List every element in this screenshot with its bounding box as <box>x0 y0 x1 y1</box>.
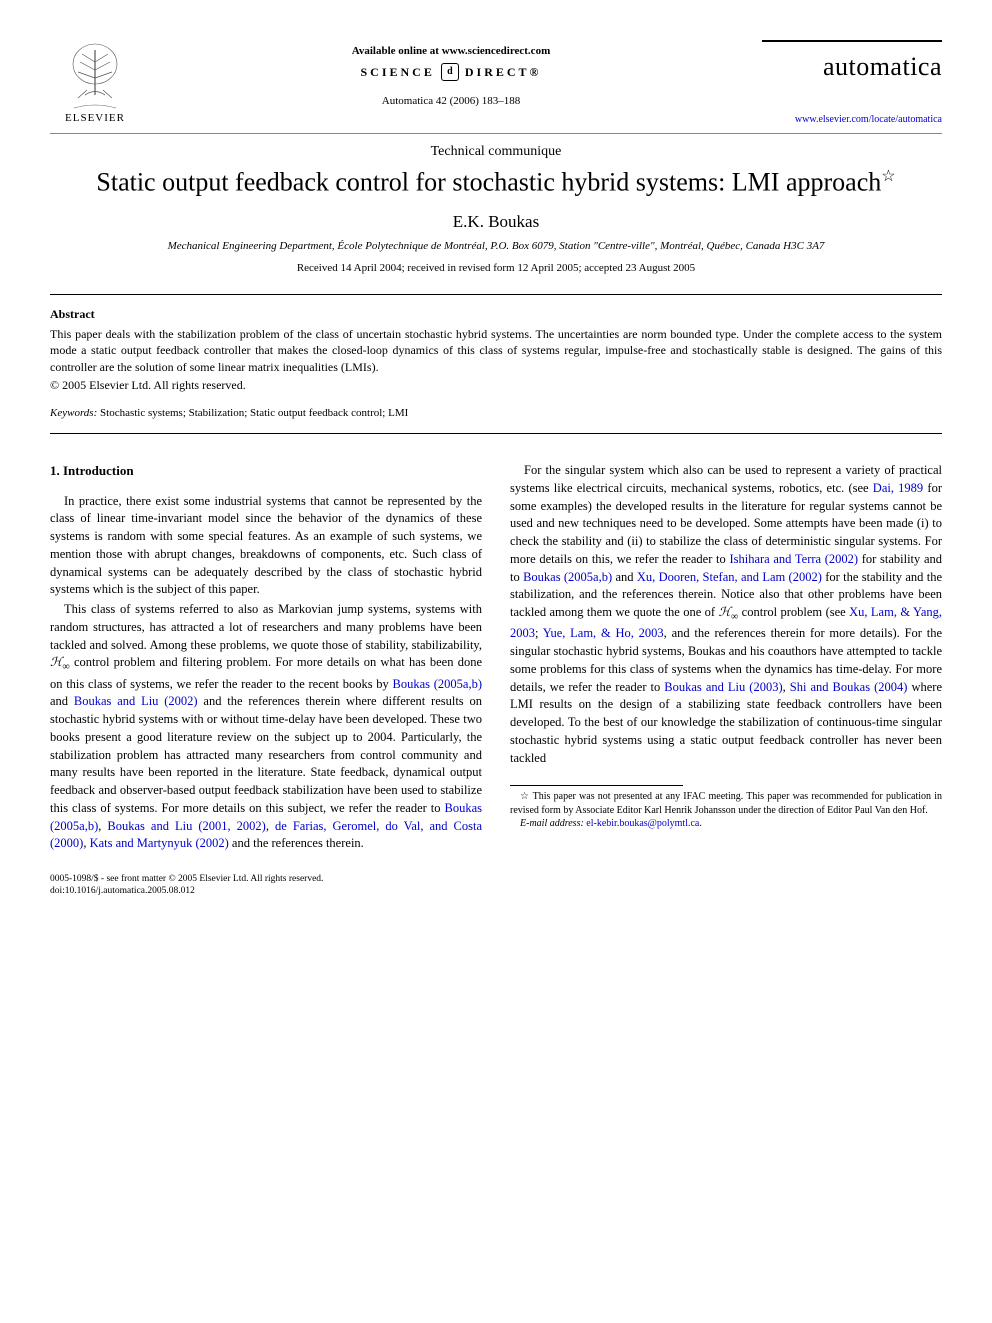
paragraph: In practice, there exist some industrial… <box>50 493 482 600</box>
footnote-divider <box>510 785 683 786</box>
abstract-text: This paper deals with the stabilization … <box>50 326 942 376</box>
article-type: Technical communique <box>50 144 942 160</box>
paragraph: This class of systems referred to also a… <box>50 601 482 853</box>
footer-doi: doi:10.1016/j.automatica.2005.08.012 <box>50 885 942 897</box>
affiliation: Mechanical Engineering Department, École… <box>50 240 942 252</box>
copyright-line: © 2005 Elsevier Ltd. All rights reserved… <box>50 378 942 393</box>
citation-link[interactable]: Boukas and Liu (2003) <box>664 680 782 694</box>
citation-link[interactable]: Boukas (2005a,b) <box>393 677 482 691</box>
divider <box>50 294 942 295</box>
footnote-email: E-mail address: el-kebir.boukas@polymtl.… <box>510 817 942 831</box>
divider <box>50 133 942 134</box>
journal-box: automatica www.elsevier.com/locate/autom… <box>762 40 942 125</box>
section-heading: 1. Introduction <box>50 462 482 480</box>
keywords: Keywords: Stochastic systems; Stabilizat… <box>50 407 942 419</box>
article-title: Static output feedback control for stoch… <box>50 166 942 198</box>
citation-link[interactable]: Kats and Martynyuk (2002) <box>90 836 229 850</box>
available-online-text: Available online at www.sciencedirect.co… <box>140 45 762 57</box>
keywords-text: Stochastic systems; Stabilization; Stati… <box>97 407 408 419</box>
citation-link[interactable]: Boukas and Liu (2002) <box>74 694 198 708</box>
author-name: E.K. Boukas <box>50 212 942 232</box>
science-direct-logo: SCIENCE d DIRECT® <box>140 63 762 81</box>
footnote-text: ☆ This paper was not presented at any IF… <box>510 790 942 817</box>
footer-copyright: 0005-1098/$ - see front matter © 2005 El… <box>50 873 942 885</box>
abstract-heading: Abstract <box>50 307 942 322</box>
publisher-name: ELSEVIER <box>65 112 125 124</box>
sd-right: DIRECT® <box>465 65 542 80</box>
citation-link[interactable]: Shi and Boukas (2004) <box>790 680 908 694</box>
paragraph: For the singular system which also can b… <box>510 462 942 767</box>
footnote-block: ☆ This paper was not presented at any IF… <box>510 785 942 831</box>
center-header: Available online at www.sciencedirect.co… <box>140 40 762 107</box>
citation-link[interactable]: Boukas and Liu (2001, 2002) <box>107 819 265 833</box>
citation-link[interactable]: Yue, Lam, & Ho, 2003 <box>543 626 664 640</box>
sd-icon: d <box>441 63 459 81</box>
citation-link[interactable]: Xu, Dooren, Stefan, and Lam (2002) <box>637 570 822 584</box>
divider <box>50 433 942 434</box>
keywords-label: Keywords: <box>50 407 97 419</box>
citation-link[interactable]: Ishihara and Terra (2002) <box>729 552 858 566</box>
citation-link[interactable]: Boukas (2005a,b) <box>523 570 612 584</box>
journal-url[interactable]: www.elsevier.com/locate/automatica <box>762 114 942 125</box>
publisher-logo: ELSEVIER <box>50 40 140 124</box>
article-dates: Received 14 April 2004; received in revi… <box>50 262 942 274</box>
sd-left: SCIENCE <box>361 65 435 80</box>
citation: Automatica 42 (2006) 183–188 <box>140 95 762 107</box>
body-text: 1. Introduction In practice, there exist… <box>50 462 942 853</box>
elsevier-tree-icon <box>60 40 130 110</box>
footnote-star-icon: ☆ <box>881 168 895 185</box>
citation-link[interactable]: Dai, 1989 <box>873 481 923 495</box>
page-header: ELSEVIER Available online at www.science… <box>50 40 942 125</box>
email-link[interactable]: el-kebir.boukas@polymtl.ca <box>586 818 699 829</box>
journal-name: automatica <box>762 52 942 82</box>
page-footer: 0005-1098/$ - see front matter © 2005 El… <box>50 873 942 898</box>
